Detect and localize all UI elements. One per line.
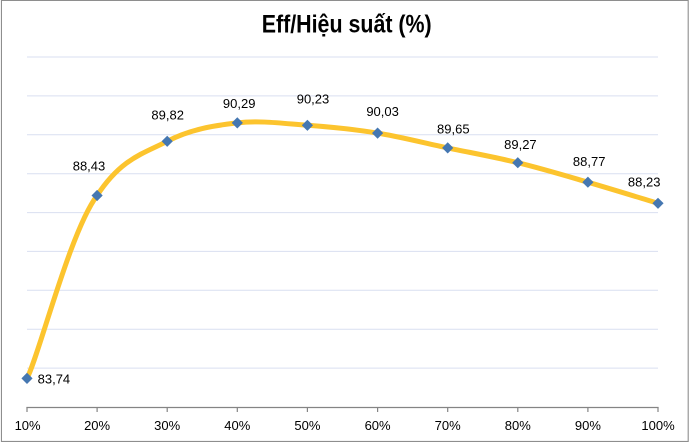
svg-text:Eff/Hiệu suất (%): Eff/Hiệu suất (%) [262,11,432,39]
svg-text:83,74: 83,74 [38,372,71,387]
svg-text:80%: 80% [505,418,531,433]
svg-text:88,77: 88,77 [573,154,606,169]
svg-text:88,23: 88,23 [628,174,661,189]
svg-text:90,03: 90,03 [366,104,399,119]
svg-text:89,27: 89,27 [504,137,537,152]
svg-text:100%: 100% [641,418,675,433]
svg-text:60%: 60% [365,418,391,433]
svg-text:30%: 30% [154,418,180,433]
svg-text:70%: 70% [435,418,461,433]
svg-text:90,29: 90,29 [223,96,256,111]
svg-text:89,82: 89,82 [151,108,184,123]
svg-text:50%: 50% [294,418,320,433]
svg-text:20%: 20% [84,418,110,433]
svg-text:40%: 40% [224,418,250,433]
svg-text:89,65: 89,65 [437,122,470,137]
svg-text:10%: 10% [15,418,41,433]
svg-text:90%: 90% [575,418,601,433]
svg-text:90,23: 90,23 [297,92,330,107]
svg-text:88,43: 88,43 [73,159,106,174]
